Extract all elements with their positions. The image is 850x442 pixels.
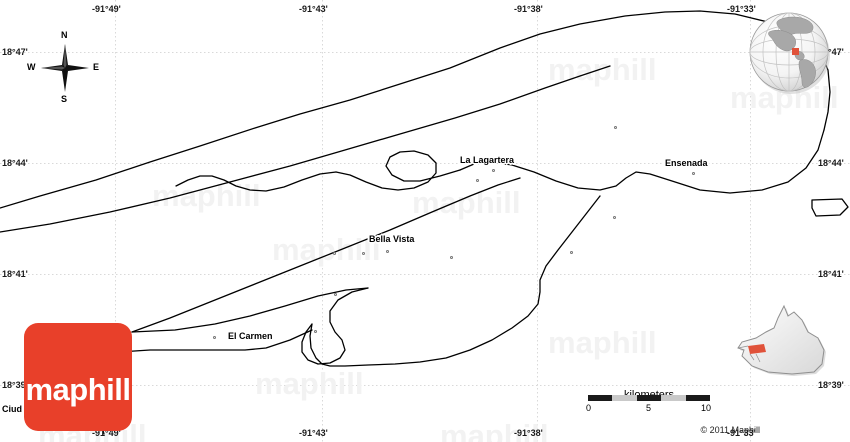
lon-label-bottom: -91°43' bbox=[299, 428, 328, 438]
scalebar-segment bbox=[612, 395, 637, 401]
locator-region-inset[interactable] bbox=[722, 302, 840, 384]
globe-continents bbox=[768, 16, 816, 88]
unlabeled-dot bbox=[476, 179, 479, 182]
lon-label-bottom: -91°38' bbox=[514, 428, 543, 438]
compass-label-west: W bbox=[27, 62, 36, 72]
coastline-carmen-north bbox=[131, 287, 369, 333]
maphill-logo[interactable]: maphill bbox=[24, 323, 132, 431]
lat-label-right: 18°39' bbox=[818, 380, 844, 390]
coastline-south bbox=[309, 195, 601, 367]
unlabeled-dot bbox=[333, 252, 336, 255]
compass-label-east: E bbox=[93, 62, 100, 72]
lagoon-hook bbox=[335, 150, 461, 191]
lat-label-right: 18°44' bbox=[818, 158, 844, 168]
unlabeled-dot bbox=[362, 252, 365, 255]
watermark: maphill bbox=[255, 366, 364, 401]
compass-label-south: S bbox=[61, 94, 68, 104]
scalebar-tick-5: 5 bbox=[646, 403, 652, 413]
locator-globe[interactable] bbox=[745, 8, 833, 96]
unlabeled-dot bbox=[613, 216, 616, 219]
unlabeled-dot bbox=[314, 330, 317, 333]
place-dot-ensenada[interactable] bbox=[692, 172, 695, 175]
lat-label-right: 18°41' bbox=[818, 269, 844, 279]
copyright-notice: © 2011 Maphill bbox=[700, 425, 761, 435]
place-label-el-carmen[interactable]: El Carmen bbox=[228, 331, 273, 341]
watermark: maphill bbox=[440, 418, 549, 442]
lat-label-left: 18°44' bbox=[2, 158, 28, 168]
scalebar-segment bbox=[661, 395, 686, 401]
region-inner-detail bbox=[737, 345, 761, 363]
region-outline bbox=[737, 304, 825, 375]
lon-label-top: -91°38' bbox=[514, 4, 543, 14]
place-label-ensenada[interactable]: Ensenada bbox=[665, 158, 708, 168]
lat-label-left: 18°47' bbox=[2, 47, 28, 57]
compass-label-north: N bbox=[61, 30, 68, 40]
place-dot-bella-vista[interactable] bbox=[386, 250, 389, 253]
scalebar-segment bbox=[588, 395, 612, 401]
unlabeled-dot bbox=[450, 256, 453, 259]
place-dot-el-carmen[interactable] bbox=[213, 336, 216, 339]
lat-label-left: 18°39' bbox=[2, 380, 28, 390]
region-location-marker bbox=[748, 344, 766, 354]
lon-label-bottom: -91°49' bbox=[92, 428, 121, 438]
place-label-la-lagartera[interactable]: La Lagartera bbox=[460, 155, 515, 165]
coastline-peninsula-north bbox=[0, 65, 611, 233]
place-label-bella-vista[interactable]: Bella Vista bbox=[369, 234, 415, 244]
maphill-logo-text: maphill bbox=[25, 372, 131, 407]
island-right bbox=[811, 198, 849, 217]
place-dot-la-lagartera[interactable] bbox=[492, 169, 495, 172]
unlabeled-dot bbox=[334, 293, 337, 296]
lon-label-top: -91°49' bbox=[92, 4, 121, 14]
lon-label-top: -91°43' bbox=[299, 4, 328, 14]
scalebar-segment bbox=[637, 395, 661, 401]
place-label-ciudad-del-carmen[interactable]: Ciud bbox=[2, 404, 22, 414]
watermark: maphill bbox=[272, 232, 381, 267]
coastline-lagoon-east bbox=[459, 129, 825, 194]
compass-rose: N S W E bbox=[25, 28, 105, 108]
watermark: maphill bbox=[548, 325, 657, 360]
spit-diagonal bbox=[131, 177, 521, 333]
compass-star-icon bbox=[41, 44, 89, 92]
coastline-lagoon-south bbox=[175, 171, 337, 192]
lon-label-bottom: -91°33' bbox=[727, 428, 756, 438]
lat-label-left: 18°41' bbox=[2, 269, 28, 279]
lon-label-top: -91°33' bbox=[727, 4, 756, 14]
bay-notch bbox=[301, 287, 369, 365]
watermark: maphill bbox=[412, 185, 521, 220]
unlabeled-dot bbox=[570, 251, 573, 254]
globe-location-marker bbox=[792, 48, 799, 55]
scalebar-tick-0: 0 bbox=[586, 403, 592, 413]
watermark: maphill bbox=[152, 178, 261, 213]
lat-label-right: °47' bbox=[828, 47, 844, 57]
unlabeled-dot bbox=[614, 126, 617, 129]
scalebar-segment bbox=[686, 395, 710, 401]
scalebar-tick-10: 10 bbox=[701, 403, 712, 413]
